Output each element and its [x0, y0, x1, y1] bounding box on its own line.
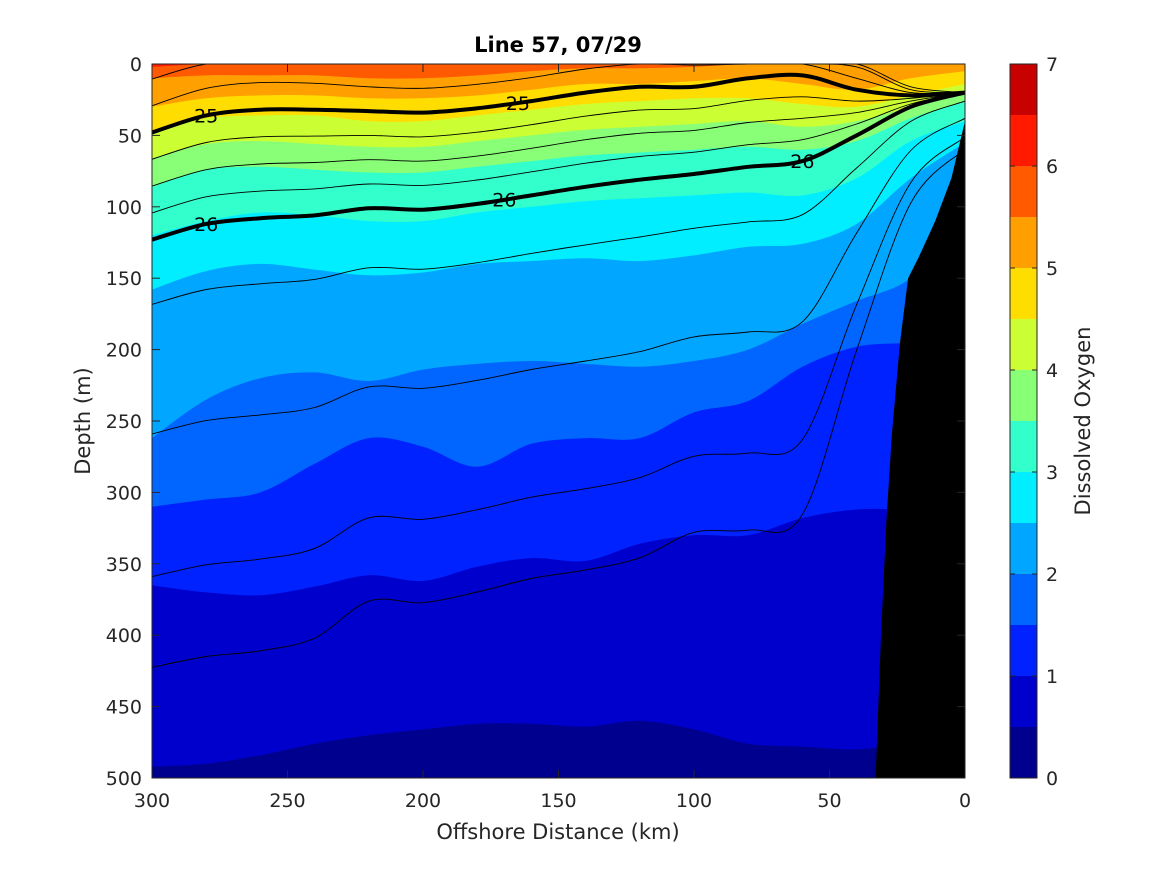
colorbar-swatches: [1010, 64, 1037, 778]
colorbar-swatch: [1010, 676, 1037, 727]
y-tick-label: 100: [106, 197, 142, 219]
y-tick-label: 250: [106, 411, 142, 433]
x-axis-label: Offshore Distance (km): [436, 820, 679, 844]
density-contour-thin: [152, 92, 965, 160]
x-tick-label: 300: [134, 790, 170, 812]
colorbar-tick-label: 1: [1046, 666, 1058, 688]
y-axis-label: Depth (m): [71, 367, 95, 474]
colorbar-swatch: [1010, 319, 1037, 370]
contour-label-25: 25: [506, 93, 530, 115]
colorbar-tick-label: 7: [1046, 54, 1058, 76]
density-contour-thin: [152, 92, 965, 214]
shelf-layer: [875, 121, 965, 778]
colorbar-swatch: [1010, 472, 1037, 523]
colorbar-swatch: [1010, 217, 1037, 268]
colorbar-swatch: [1010, 370, 1037, 421]
colorbar-tick-label: 6: [1046, 156, 1058, 178]
y-tick-label: 150: [106, 268, 142, 290]
x-tick-label: 150: [540, 790, 576, 812]
y-axis-ticks: 0 50 100 150 200 250 300 350 400 450 500: [106, 54, 965, 790]
x-tick-label: 100: [676, 790, 712, 812]
colorbar-tick-label: 5: [1046, 258, 1058, 280]
colorbar-tick-label: 0: [1046, 768, 1058, 790]
density-contour-thin: [152, 117, 965, 435]
density-contour-26: [152, 90, 965, 242]
contour-label-26: 26: [790, 151, 814, 173]
y-tick-label: 200: [106, 340, 142, 362]
colorbar-swatch: [1010, 574, 1037, 625]
colorbar-swatch: [1010, 523, 1037, 574]
plot-area: 25 25 26 26 26: [151, 63, 966, 779]
colorbar-tick-label: 4: [1046, 360, 1058, 382]
colorbar-ticks: 0 1 2 3 4 5 6 7: [1010, 54, 1058, 790]
chart-title: Line 57, 07/29: [474, 33, 642, 57]
density-contour-25: [152, 72, 965, 135]
y-tick-label: 50: [118, 125, 142, 147]
density-contour-thin: [152, 148, 965, 668]
contour-label-25: 25: [194, 105, 218, 127]
colorbar-swatch: [1010, 166, 1037, 217]
shelf-bathymetry: [875, 121, 965, 778]
contour-label-layer: 25 25 26 26 26: [194, 93, 814, 236]
colorbar: 0 1 2 3 4 5 6 7 Dissolved Oxygen: [1009, 54, 1095, 790]
colorbar-frame: [1009, 63, 1038, 779]
density-contour-thin: [152, 92, 965, 187]
colorbar-label: Dissolved Oxygen: [1071, 327, 1095, 516]
colorbar-tick-label: 2: [1046, 564, 1058, 586]
x-tick-label: 0: [959, 790, 971, 812]
colorbar-swatch: [1010, 268, 1037, 319]
y-tick-label: 400: [106, 625, 142, 647]
colorbar-swatch: [1010, 421, 1037, 472]
y-tick-label: 500: [106, 768, 142, 790]
density-contour-thin: [152, 100, 965, 305]
oxygen-band-5.5: [152, 64, 965, 79]
colorbar-swatch: [1010, 625, 1037, 676]
y-tick-label: 0: [130, 54, 142, 76]
x-tick-label: 50: [817, 790, 841, 812]
x-tick-label: 200: [405, 790, 441, 812]
x-tick-label: 250: [269, 790, 305, 812]
oxygen-fill-layer: [152, 64, 965, 778]
y-tick-label: 450: [106, 697, 142, 719]
contour-label-26: 26: [194, 214, 218, 236]
colorbar-swatch: [1010, 727, 1037, 778]
contour-label-26: 26: [492, 190, 516, 212]
colorbar-tick-label: 3: [1046, 462, 1058, 484]
y-tick-label: 350: [106, 554, 142, 576]
colorbar-swatch: [1010, 64, 1037, 115]
colorbar-swatch: [1010, 115, 1037, 166]
y-tick-label: 300: [106, 482, 142, 504]
density-contour-thin: [152, 136, 965, 578]
x-axis-ticks: 300 250 200 150 100 50 0: [134, 64, 971, 812]
